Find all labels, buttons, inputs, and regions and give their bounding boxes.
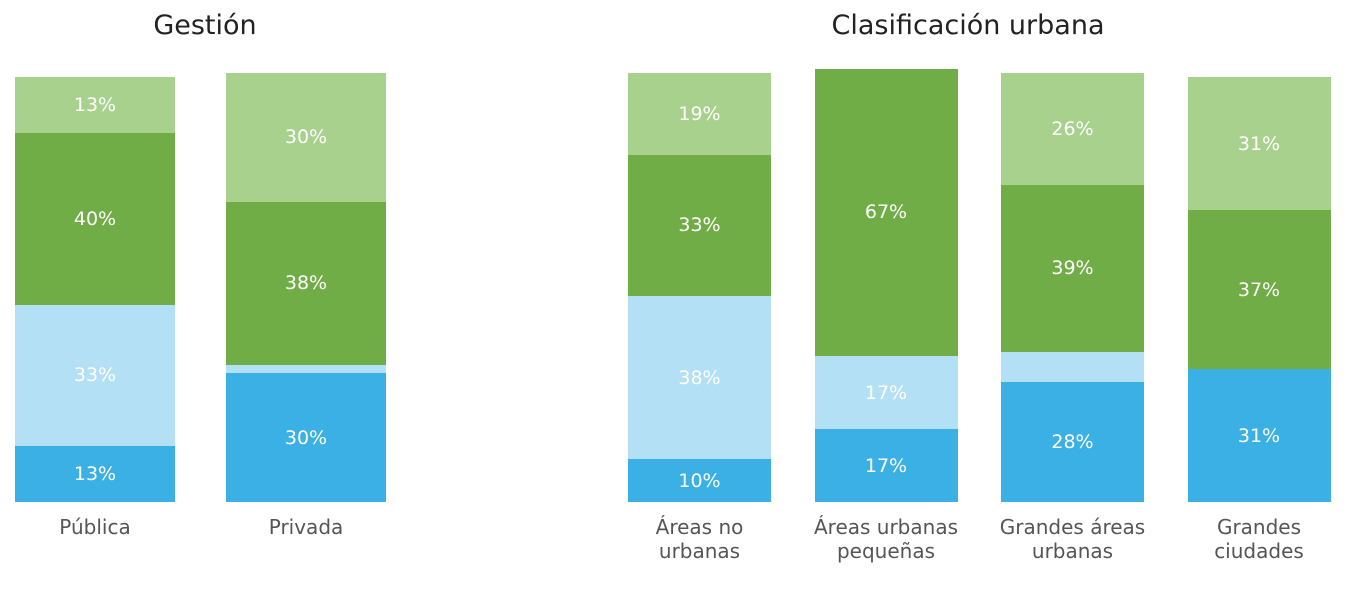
bar-segment (226, 201, 386, 365)
bar-segment (226, 73, 386, 202)
bar-segment (15, 446, 175, 502)
data-label: 17% (864, 381, 908, 404)
x-tick-label: Áreas urbanas pequeñas (813, 515, 958, 563)
bar-segment (1001, 184, 1144, 352)
bar-segment (15, 77, 175, 134)
data-label: 38% (678, 366, 721, 389)
bar-segment (1187, 77, 1331, 211)
bar-segment (226, 373, 386, 502)
bar-segment (1187, 369, 1331, 502)
bar-segment (814, 68, 958, 357)
x-tick-label: Grandes áreas urbanas (999, 515, 1146, 563)
bar-segment (814, 356, 958, 430)
bar-segment (1001, 351, 1144, 382)
data-label: 26% (1051, 117, 1094, 140)
data-label: 10% (678, 469, 721, 492)
data-label: 31% (1237, 132, 1281, 155)
data-label: 31% (1237, 424, 1281, 447)
data-label: 38% (284, 272, 328, 295)
bar-segment (1001, 73, 1144, 185)
bar-segment (15, 304, 175, 447)
data-label: 17% (864, 454, 908, 477)
data-label: 28% (1051, 430, 1094, 453)
x-tick-label: Grandes ciudades (1214, 515, 1304, 563)
bar-segment (814, 429, 958, 502)
data-label: 33% (678, 214, 721, 237)
chart-title: Gestión (153, 10, 257, 41)
data-label: 13% (73, 94, 117, 117)
data-label: 13% (73, 463, 117, 486)
bar-segment (628, 296, 771, 460)
data-label: 40% (73, 207, 117, 230)
chart-title: Clasificación urbana (831, 10, 1105, 41)
bar-segment (1187, 210, 1331, 369)
data-label: 30% (284, 126, 328, 149)
bar-segment (15, 133, 175, 305)
data-label: 67% (864, 201, 908, 224)
bar-segment (628, 73, 771, 155)
bar-segment (226, 364, 386, 374)
data-label: 30% (284, 426, 328, 449)
data-label: 37% (1237, 278, 1281, 301)
data-label: 33% (73, 364, 117, 387)
bar-segment (628, 154, 771, 297)
bar-segment (628, 459, 771, 502)
x-tick-label: Áreas no urbanas (655, 515, 744, 563)
bar-segment (1001, 381, 1144, 502)
data-label: 39% (1051, 257, 1094, 280)
data-label: 19% (678, 102, 721, 125)
x-tick-label: Privada (268, 515, 344, 539)
x-tick-label: Pública (59, 515, 131, 539)
